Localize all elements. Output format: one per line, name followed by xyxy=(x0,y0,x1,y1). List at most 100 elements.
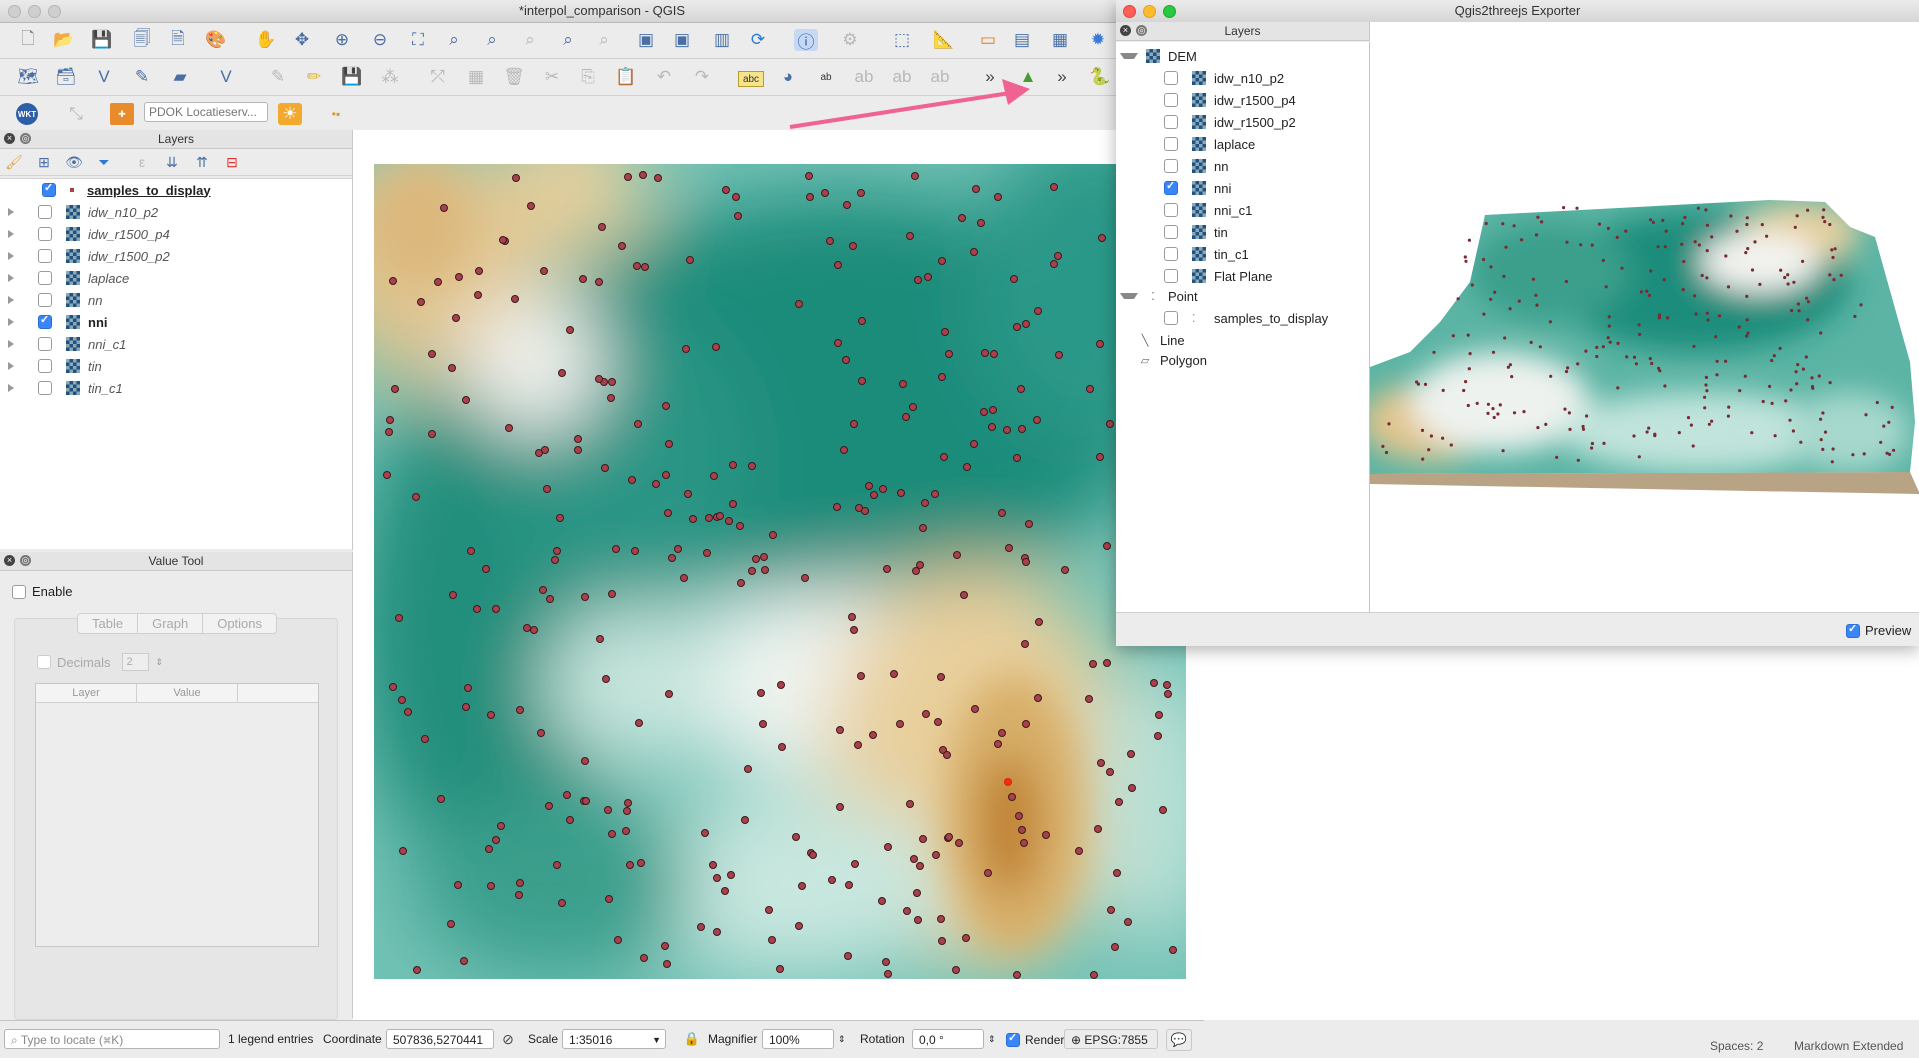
virtual-layer-icon[interactable]: ▰ xyxy=(173,67,187,86)
expand-arrow-icon[interactable] xyxy=(8,296,24,304)
exporter-group-point[interactable]: ⁚ Point xyxy=(1120,286,1198,306)
undo-icon[interactable]: ↶ xyxy=(656,67,672,86)
geocoder-icon[interactable]: ☀ xyxy=(278,103,302,125)
expand-arrow-icon[interactable] xyxy=(8,318,24,326)
more-tools-icon[interactable]: » xyxy=(985,67,995,86)
layer-visibility-checkbox[interactable] xyxy=(38,381,52,395)
python-icon[interactable]: 🐍 xyxy=(1089,67,1111,86)
exporter-layer-row[interactable]: idw_r1500_p2 xyxy=(1164,112,1296,132)
zoom-last-icon[interactable]: ⌕ xyxy=(563,30,573,49)
style-manager-icon[interactable]: 🎨 xyxy=(205,30,227,49)
rotation-field[interactable]: 0,0 ° xyxy=(912,1029,984,1049)
add-vector-icon[interactable]: V xyxy=(98,67,110,86)
layer-visibility-checkbox[interactable] xyxy=(38,293,52,307)
exporter-layer-checkbox[interactable] xyxy=(1164,203,1178,217)
zoom-layer-icon[interactable]: ⌕ xyxy=(487,30,497,49)
expand-arrow-icon[interactable] xyxy=(8,340,24,348)
minimize-window-button[interactable] xyxy=(1143,5,1156,18)
zoom-native-icon[interactable]: ⌕ xyxy=(525,30,535,49)
language-mode[interactable]: Markdown Extended xyxy=(1794,1039,1904,1053)
zoom-selection-icon[interactable]: ⌕ xyxy=(449,30,459,49)
lock-icon[interactable]: 🔒 xyxy=(683,1031,701,1046)
print-layout-icon[interactable]: 🗎 xyxy=(171,28,185,48)
redo-icon[interactable]: ↷ xyxy=(694,67,710,86)
magnifier-field[interactable]: 100% xyxy=(762,1029,834,1049)
exporter-layer-checkbox[interactable] xyxy=(1164,225,1178,239)
map-canvas[interactable] xyxy=(374,164,1186,979)
zoom-in-icon[interactable]: ⊕ xyxy=(334,30,350,49)
pointer-icon[interactable]: ⤡ xyxy=(69,104,83,123)
layer-visibility-checkbox[interactable] xyxy=(38,359,52,373)
exporter-layer-row[interactable]: tin xyxy=(1164,222,1228,242)
exporter-layer-row[interactable]: tin_c1 xyxy=(1164,244,1249,264)
enable-checkbox-row[interactable]: Enable xyxy=(12,584,72,599)
messages-icon[interactable]: 💬 xyxy=(1166,1029,1192,1051)
layer-row[interactable]: idw_r1500_p4 xyxy=(0,223,350,245)
delete-icon[interactable]: 🗑 xyxy=(503,67,525,86)
exporter-layer-checkbox[interactable] xyxy=(1164,159,1178,173)
float-icon[interactable]: ◎ xyxy=(20,133,31,144)
zoom-window-button[interactable] xyxy=(1163,5,1176,18)
measure-icon[interactable]: 📐 xyxy=(933,30,955,49)
exporter-layer-row[interactable]: nn xyxy=(1164,156,1228,176)
save-icon[interactable]: 💾 xyxy=(91,30,113,49)
vertex-tool-icon[interactable]: V xyxy=(220,67,232,86)
paste-icon[interactable]: 📋 xyxy=(615,67,637,86)
expand-arrow-icon[interactable] xyxy=(8,384,24,392)
modify-attributes-icon[interactable]: ▦ xyxy=(467,67,485,86)
collapse-all-icon[interactable]: ⇈ xyxy=(196,153,208,170)
copy-icon[interactable]: ⎘ xyxy=(581,67,595,86)
exporter-layer-checkbox[interactable] xyxy=(1164,311,1178,325)
coordinate-field[interactable]: 507836,5270441 xyxy=(386,1029,494,1049)
layer-visibility-checkbox[interactable] xyxy=(38,313,52,329)
layer-row[interactable]: idw_n10_p2 xyxy=(0,201,350,223)
layer-row[interactable]: laplace xyxy=(0,267,350,289)
3d-preview[interactable] xyxy=(1370,22,1919,612)
zoom-out-icon[interactable]: ⊖ xyxy=(372,30,388,49)
layer-style-icon[interactable]: 🖌 xyxy=(5,153,23,170)
settings-icon[interactable]: ✹ xyxy=(1090,30,1106,49)
layer-visibility-checkbox[interactable] xyxy=(38,271,52,285)
field-calculator-icon[interactable]: ▦ xyxy=(1051,30,1069,49)
label-pin-icon[interactable]: ab xyxy=(820,71,832,83)
label-toolbar-icon[interactable]: abc xyxy=(738,71,764,87)
layer-row[interactable]: tin_c1 xyxy=(0,377,350,399)
enable-checkbox[interactable] xyxy=(12,584,26,599)
exporter-layer-checkbox[interactable] xyxy=(1164,137,1178,151)
close-window-button[interactable] xyxy=(8,5,21,18)
attribute-table-icon[interactable]: ▤ xyxy=(1013,30,1031,49)
expand-arrow-icon[interactable] xyxy=(8,230,24,238)
magnifier-spin-icon[interactable]: ⇕ xyxy=(838,1034,846,1044)
exporter-layer-checkbox[interactable] xyxy=(1164,93,1178,107)
close-window-button[interactable] xyxy=(1123,5,1136,18)
open-project-icon[interactable]: 📂 xyxy=(53,30,75,49)
pan-to-selection-icon[interactable]: ✥ xyxy=(294,30,310,49)
new-bookmark-icon[interactable]: ▣ xyxy=(637,30,655,49)
diagram-icon[interactable]: ◕ xyxy=(782,67,794,86)
refresh-icon[interactable]: ⟳ xyxy=(750,30,766,49)
add-feature-icon[interactable]: ⁂ xyxy=(381,67,399,86)
layer-row[interactable]: nn xyxy=(0,289,350,311)
exporter-layer-checkbox[interactable] xyxy=(1164,247,1178,261)
save-edits-icon[interactable]: 💾 xyxy=(341,67,363,86)
tab-table[interactable]: Table xyxy=(78,614,139,633)
layer-visibility-checkbox[interactable] xyxy=(42,181,56,197)
zoom-next-icon[interactable]: ⌕ xyxy=(599,30,609,49)
exporter-layer-checkbox[interactable] xyxy=(1164,71,1178,85)
filter-expression-icon[interactable]: ε xyxy=(138,154,146,170)
exporter-group-dem[interactable]: DEM xyxy=(1120,46,1197,66)
identify-icon[interactable]: ⓘ xyxy=(794,29,818,52)
column-header-value[interactable]: Value xyxy=(137,684,238,702)
exporter-layer-checkbox[interactable] xyxy=(1164,115,1178,129)
layer-visibility-checkbox[interactable] xyxy=(38,205,52,219)
exporter-layer-checkbox[interactable] xyxy=(1164,179,1178,195)
exporter-layer-row[interactable]: laplace xyxy=(1164,134,1255,154)
exporter-group-line[interactable]: ╲ Line xyxy=(1120,330,1185,350)
decimals-spinbox[interactable]: 2 xyxy=(122,653,150,671)
wkt-icon[interactable]: WKT xyxy=(16,103,38,125)
move-feature-icon[interactable]: ⤱ xyxy=(431,67,445,86)
zoom-window-button[interactable] xyxy=(48,5,61,18)
layer-row[interactable]: nni xyxy=(0,311,350,333)
minimize-window-button[interactable] xyxy=(28,5,41,18)
layer-row[interactable]: samples_to_display xyxy=(0,179,350,201)
